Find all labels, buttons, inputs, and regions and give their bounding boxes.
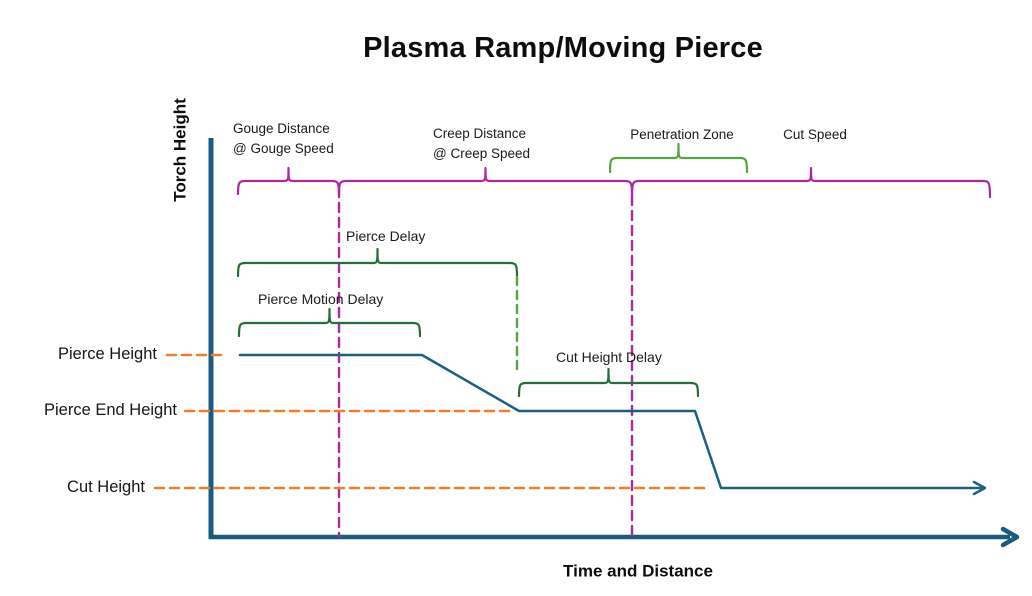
gouge-distance-label: Gouge Distance @ Gouge Speed: [233, 121, 334, 156]
y-axis-label: Torch Height: [170, 98, 190, 202]
penetration-zone-bracket: [608, 142, 749, 174]
phase-bracket-gouge-distance: [236, 166, 341, 196]
phase-bracket-cut-speed: [630, 166, 992, 199]
delay-bracket-pierce-motion-delay: [237, 307, 422, 338]
phase-bracket-creep-distance: [337, 166, 634, 196]
page-title: Plasma Ramp/Moving Pierce: [363, 32, 763, 64]
torch-curve-arrowhead: [972, 480, 987, 496]
pierce-end-height-label: Pierce End Height: [44, 401, 177, 420]
pierce-height-label: Pierce Height: [57, 345, 157, 364]
x-axis-arrowhead: [1000, 526, 1020, 548]
torch-height-curve: [238, 353, 985, 490]
delay-bracket-cut-height-delay: [517, 367, 700, 398]
pierce-motion-delay-label: Pierce Motion Delay: [258, 291, 384, 307]
pierce-delay-label: Pierce Delay: [346, 228, 426, 244]
cut-speed-label: Cut Speed: [783, 127, 847, 142]
creep-distance-label: Creep Distance @ Creep Speed: [433, 126, 531, 161]
cut-height-delay-label: Cut Height Delay: [556, 349, 662, 365]
cut-height-label: Cut Height: [67, 478, 145, 497]
penetration-zone-label: Penetration Zone: [630, 127, 734, 142]
x-axis-label: Time and Distance: [563, 561, 713, 581]
delay-bracket-pierce-delay: [236, 247, 519, 278]
